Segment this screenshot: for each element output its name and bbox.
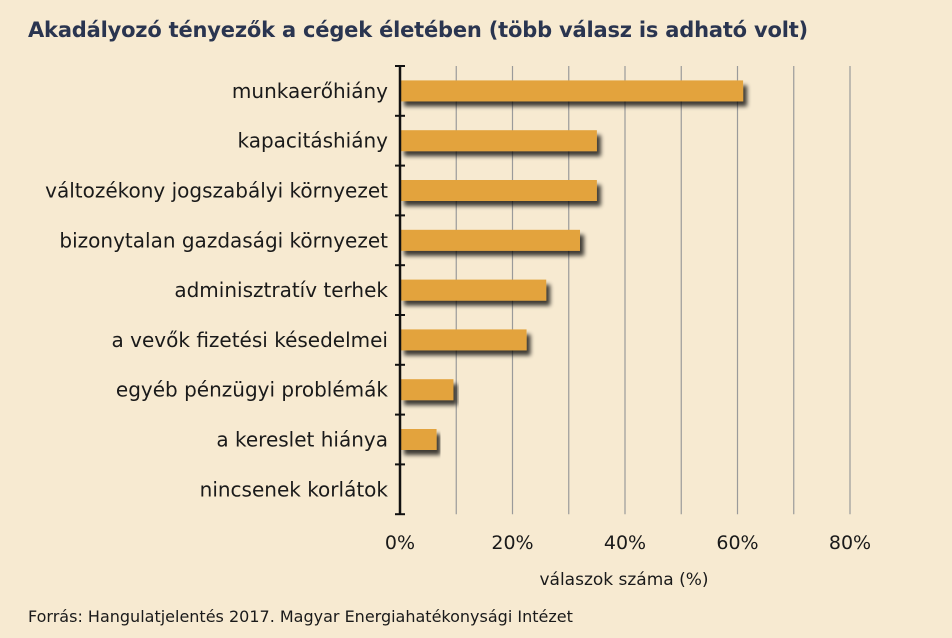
bar — [400, 80, 744, 102]
y-axis — [395, 65, 405, 516]
category-labels: munkaerőhiány kapacitáshiány változékony j… — [45, 79, 388, 501]
bar — [400, 180, 597, 201]
bar — [400, 130, 597, 152]
x-tick-labels: 0% 20% 40% 60% 80% — [385, 532, 871, 554]
bar — [400, 379, 454, 401]
x-tick-label: 0% — [385, 532, 415, 554]
category-label: nincsenek korlátok — [200, 477, 389, 501]
bar — [400, 329, 527, 351]
x-tick-label: 20% — [491, 532, 533, 554]
bar-chart: munkaerőhiány kapacitáshiány változékony j… — [45, 65, 871, 590]
category-label: kapacitáshiány — [237, 129, 388, 153]
category-label: a vevők fizetési késedelmei — [112, 328, 388, 352]
chart-title: Akadályozó tényezők a cégek életében (tö… — [28, 18, 808, 42]
x-axis-title: válaszok száma (%) — [539, 570, 708, 590]
bars — [400, 80, 744, 450]
source-note: Forrás: Hangulatjelentés 2017. Magyar En… — [28, 607, 573, 626]
bar — [400, 429, 437, 450]
category-label: változékony jogszabályi környezet — [45, 179, 388, 203]
category-label: munkaerőhiány — [232, 79, 388, 103]
category-label: adminisztratív terhek — [174, 278, 388, 302]
x-tick-label: 60% — [716, 532, 758, 554]
category-label: a kereslet hiánya — [216, 428, 388, 452]
bar — [400, 279, 547, 301]
category-label: egyéb pénzügyi problémák — [116, 378, 388, 402]
x-tick-label: 80% — [829, 532, 871, 554]
category-label: bizonytalan gazdasági környezet — [59, 228, 388, 252]
bar — [400, 229, 580, 251]
x-tick-label: 40% — [604, 532, 646, 554]
